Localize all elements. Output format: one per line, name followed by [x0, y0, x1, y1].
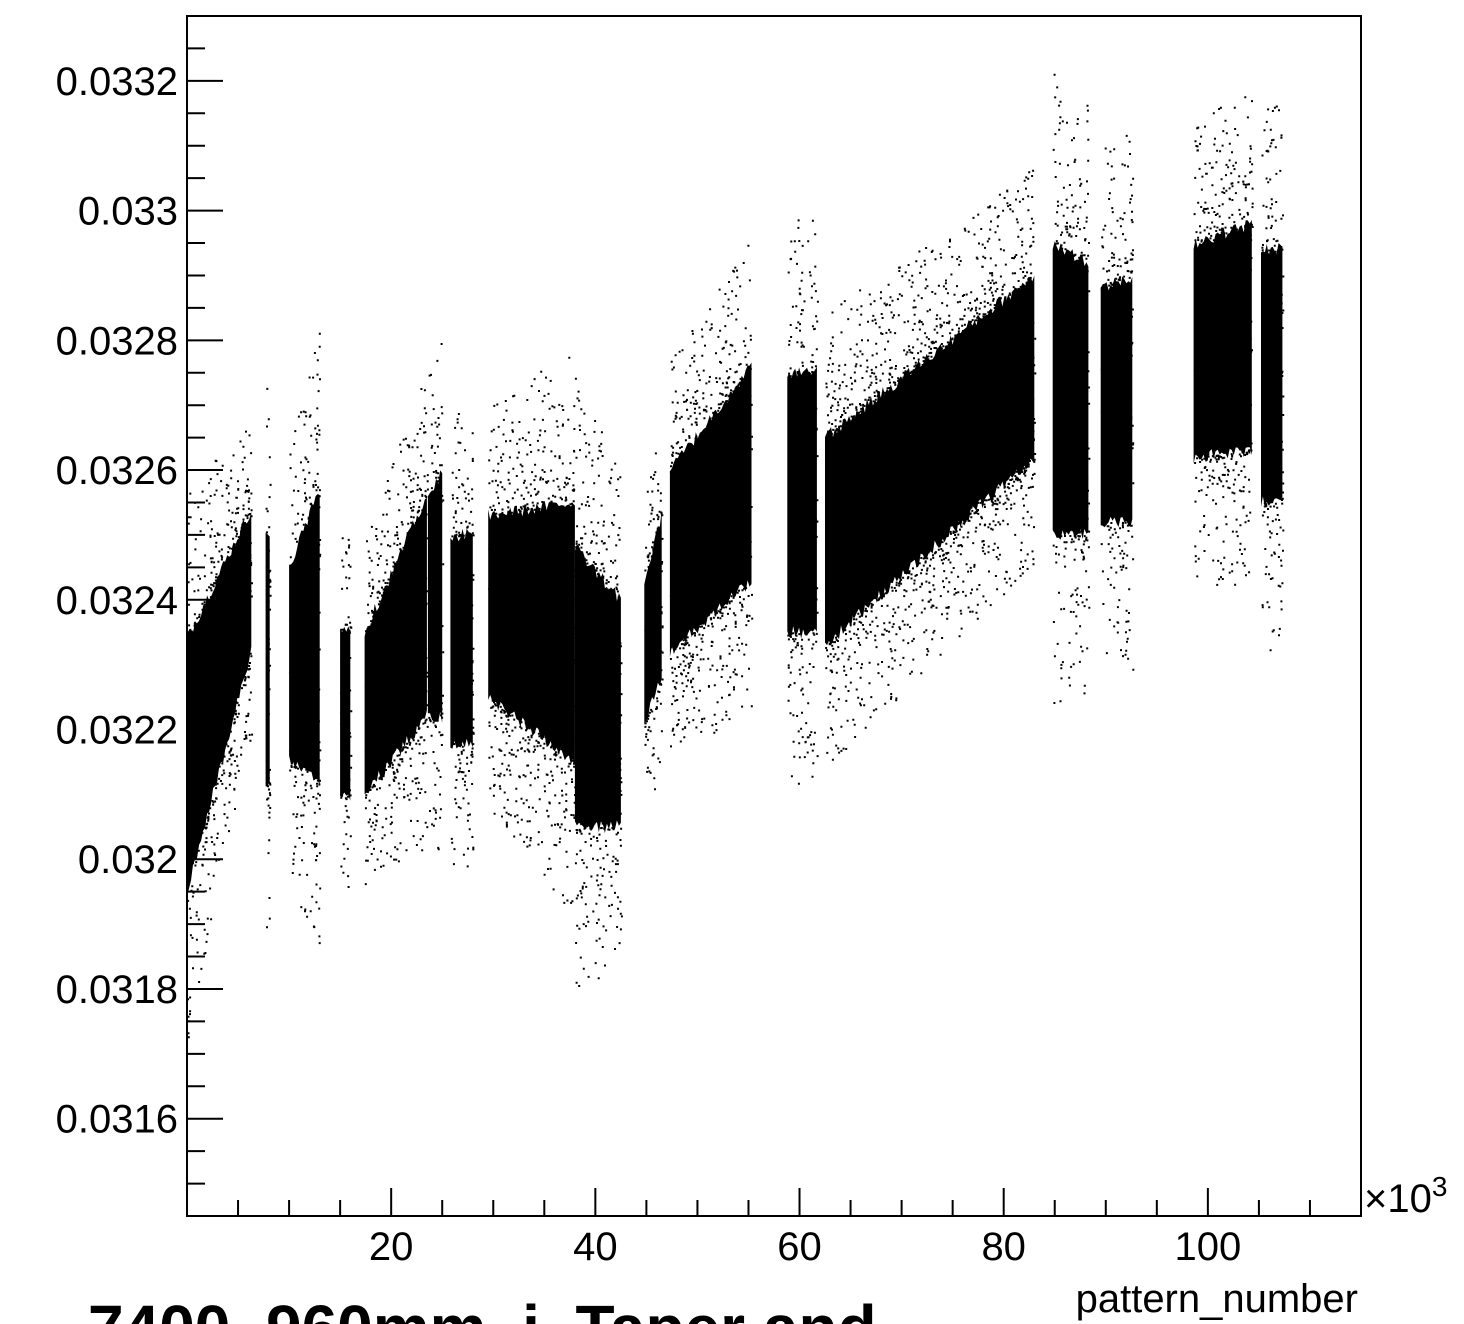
scatter-cluster — [787, 219, 819, 785]
x-axis-title: pattern_number — [1076, 1277, 1358, 1321]
scatter-density-band — [187, 511, 252, 898]
scatter-cluster — [1052, 73, 1091, 705]
cut-off-title: 7400_960mm_i_Taper and — [88, 1292, 877, 1324]
scatter-cluster — [574, 390, 623, 988]
y-tick-label: 0.0316 — [56, 1098, 178, 1142]
scatter-points-cluster — [450, 413, 475, 868]
scatter-cluster — [488, 356, 577, 904]
scatter-cluster — [825, 169, 1037, 761]
scatter-density-band — [787, 366, 817, 639]
scatter-points-cluster — [1261, 105, 1285, 652]
scatter-density-band — [669, 362, 752, 657]
scatter-cluster — [644, 452, 664, 791]
scatter-density-band — [1100, 276, 1133, 528]
scatter-points-cluster — [265, 387, 272, 929]
y-tick-label: 0.0324 — [56, 579, 178, 623]
scatter-density-band — [488, 501, 575, 765]
scatter-points-cluster — [787, 219, 819, 785]
y-tick-label: 0.0328 — [56, 319, 178, 363]
scatter-cluster — [669, 244, 754, 748]
scatter-cluster — [427, 343, 445, 851]
x-tick-label: 20 — [369, 1225, 414, 1269]
scatter-points-cluster — [289, 332, 322, 945]
scatter-cluster — [450, 413, 475, 868]
scatter-points-cluster — [669, 244, 754, 748]
scatter-cluster — [289, 332, 322, 945]
scatter-points-cluster — [364, 388, 429, 886]
y-tick-label: 0.0332 — [56, 60, 178, 104]
scatter-points-cluster — [825, 169, 1037, 761]
scatter-cluster — [187, 430, 254, 1039]
x-axis-multiplier: ×103 — [1364, 1171, 1447, 1221]
scatter-cluster — [265, 387, 272, 929]
axes: 20 40 60 80 100 0.0316 0.0318 0.032 0.0322 0.0324… — [56, 15, 1311, 1269]
scatter-points-cluster — [644, 452, 664, 791]
scatter-points-cluster — [575, 390, 623, 988]
scatter-density-band — [364, 497, 427, 795]
y-tick-label: 0.0318 — [56, 968, 178, 1012]
scatter-points-cluster — [187, 430, 254, 1039]
scatter-cluster — [1193, 96, 1254, 586]
scatter-density-band — [1261, 243, 1283, 508]
y-tick-label: 0.0326 — [56, 449, 178, 493]
scatter-cluster — [1100, 134, 1135, 671]
x-tick-label: 60 — [777, 1225, 822, 1269]
scatter-points — [187, 73, 1285, 1039]
x-tick-label: 40 — [573, 1225, 618, 1269]
plot-frame — [186, 15, 1362, 1217]
x-tick-label: 100 — [1174, 1225, 1241, 1269]
scatter-cluster — [1261, 105, 1285, 652]
scatter-cluster — [340, 537, 353, 888]
scatter-density-band — [574, 544, 621, 834]
y-tick-label: 0.033 — [78, 190, 178, 234]
scatter-density-band — [427, 470, 443, 723]
scatter-cluster — [364, 388, 429, 886]
scatter-density-band — [1052, 241, 1089, 540]
scatter-density-band — [1193, 219, 1252, 464]
y-tick-label: 0.0322 — [56, 709, 178, 753]
y-tick-label: 0.032 — [78, 838, 178, 882]
x-tick-label: 80 — [981, 1225, 1026, 1269]
